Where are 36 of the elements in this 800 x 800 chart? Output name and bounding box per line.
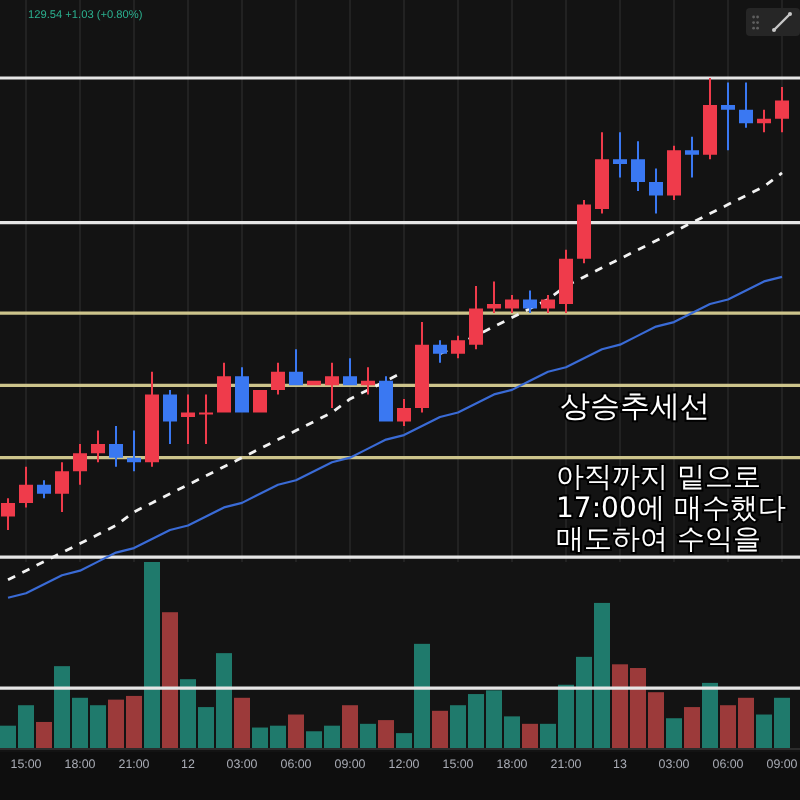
candlestick — [397, 398, 411, 427]
bar — [36, 721, 52, 748]
candlestick — [487, 281, 501, 314]
candlestick — [613, 132, 627, 178]
bar — [360, 723, 376, 748]
bar — [144, 562, 160, 748]
candlestick — [181, 394, 195, 445]
bar — [432, 710, 448, 748]
candlestick — [541, 294, 555, 314]
candlestick — [451, 335, 465, 359]
candlestick — [505, 294, 519, 314]
candlestick — [343, 358, 357, 386]
candlestick — [685, 136, 699, 178]
annotation: 상승추세선 — [560, 388, 710, 424]
candlestick — [649, 168, 663, 214]
bar — [702, 682, 718, 748]
candlestick — [163, 389, 177, 445]
bar — [162, 612, 178, 748]
candlestick — [325, 362, 339, 408]
candlestick — [55, 462, 69, 512]
bar — [378, 720, 394, 748]
candlestick — [199, 394, 213, 445]
candlestick — [523, 290, 537, 314]
bar — [666, 718, 682, 748]
annotation: 매도하여 수익을 — [556, 524, 761, 556]
annotation: 아직까지 밑으로 — [556, 462, 761, 494]
bar — [684, 707, 700, 748]
candlestick — [433, 340, 447, 363]
candlestick — [109, 426, 123, 467]
bar — [234, 697, 250, 748]
bar — [342, 705, 358, 748]
bar — [288, 714, 304, 748]
annotation: 17:00에 매수했다 — [556, 493, 786, 525]
candlestick — [721, 82, 735, 151]
candlestick — [631, 141, 645, 191]
bar — [522, 723, 538, 748]
